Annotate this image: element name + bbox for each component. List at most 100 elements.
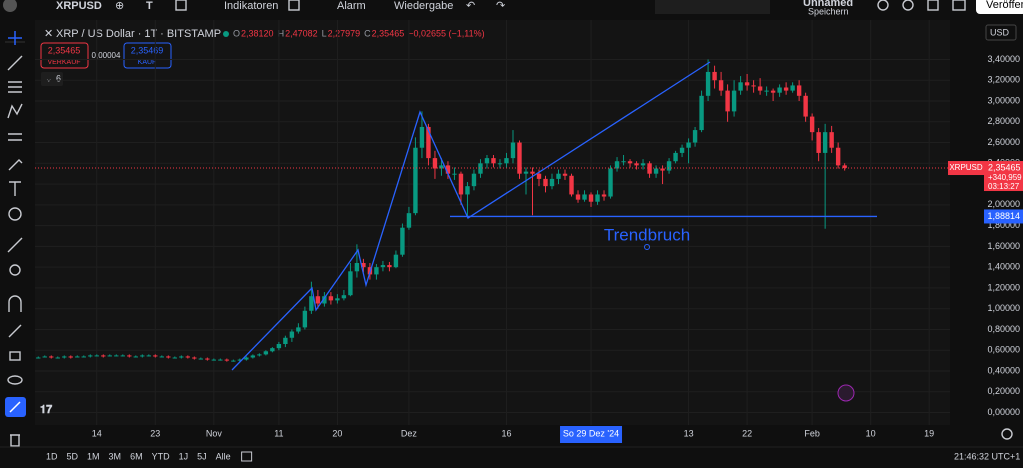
y-tick-label: 0,80000 <box>987 324 1020 334</box>
measure-tool[interactable] <box>7 237 23 253</box>
candle-body <box>510 142 516 159</box>
stay-drawing-tool[interactable] <box>8 324 22 338</box>
candle-body <box>588 194 594 202</box>
date-range-icon[interactable] <box>241 451 253 462</box>
collapse-button[interactable] <box>41 72 63 86</box>
templates-icon[interactable] <box>288 0 300 11</box>
range-button[interactable]: 1M <box>87 451 100 461</box>
candle-body <box>647 163 652 174</box>
layout-name[interactable]: Unnamed <box>803 0 853 9</box>
trash-tool[interactable] <box>10 434 20 447</box>
fib-tool[interactable] <box>8 81 22 93</box>
collapse-arrow[interactable]: ⌄ <box>45 73 53 83</box>
events-icon[interactable] <box>837 384 855 402</box>
candle-body <box>439 165 444 169</box>
brush-tool[interactable] <box>8 159 23 171</box>
indicators-button[interactable]: Indikatoren <box>224 0 278 12</box>
candle-body <box>354 263 360 272</box>
alert-button[interactable]: Alarm <box>337 0 366 12</box>
candle-body <box>712 71 717 81</box>
icons-tool[interactable] <box>8 207 22 221</box>
buy-price[interactable]: 2,35469 <box>131 45 164 55</box>
x-tick-label: 10 <box>866 428 876 438</box>
axis-settings[interactable] <box>1001 428 1013 440</box>
x-tick-label: 22 <box>742 428 752 438</box>
snapshot-icon[interactable] <box>952 0 966 11</box>
candle-body <box>601 194 607 197</box>
trend-line-tool[interactable] <box>7 55 23 71</box>
replay-button[interactable]: Wiedergabe <box>394 0 453 12</box>
text-tool[interactable] <box>9 181 21 196</box>
candle-body <box>393 254 399 268</box>
candle-body <box>75 356 80 358</box>
candle-body <box>744 82 750 86</box>
candle-body <box>608 168 613 197</box>
sell-label[interactable]: VERKAUF <box>47 59 80 66</box>
candle-body <box>575 194 581 200</box>
candle-body <box>705 71 711 96</box>
buy-button[interactable] <box>123 42 172 69</box>
range-button[interactable]: Alle <box>216 451 231 461</box>
lock-tool[interactable] <box>9 351 21 361</box>
candle-body <box>783 87 789 91</box>
collapse-count[interactable]: 6 <box>56 73 61 83</box>
magnet-tool[interactable] <box>8 295 22 312</box>
candle-body <box>517 142 522 174</box>
candle-body <box>198 358 204 360</box>
candle-body <box>68 356 73 358</box>
candle-body <box>120 355 125 357</box>
interval[interactable]: T <box>146 0 153 12</box>
currency-button[interactable] <box>985 24 1017 41</box>
y-tick-label: 0,00000 <box>987 407 1020 417</box>
add-symbol[interactable]: ⊕ <box>115 0 124 12</box>
range-button[interactable]: 6M <box>130 451 143 461</box>
candle-body <box>172 357 178 359</box>
visibility-tool[interactable] <box>7 375 23 385</box>
annotation[interactable]: Trendbruch <box>604 225 690 244</box>
x-tick-label: Feb <box>804 428 820 438</box>
candle-body <box>94 355 99 357</box>
range-button[interactable]: 5D <box>67 451 79 461</box>
horizontal-line-tag <box>984 209 1023 224</box>
publish-button[interactable] <box>976 0 1023 14</box>
sell-price[interactable]: 2,35465 <box>48 45 81 55</box>
range-button[interactable]: 3M <box>109 451 122 461</box>
candle-body <box>822 132 828 153</box>
crosshair-tool[interactable] <box>8 31 22 45</box>
search-icon[interactable] <box>877 0 889 11</box>
pattern-tool[interactable] <box>7 103 23 119</box>
candle-body <box>185 356 191 358</box>
redo[interactable]: ↷ <box>496 0 505 12</box>
candle-body <box>621 161 626 163</box>
chart-type-icon[interactable] <box>175 0 187 11</box>
sell-button[interactable] <box>40 42 89 69</box>
candle-body <box>452 173 457 175</box>
range-button[interactable]: YTD <box>152 451 171 461</box>
range-button[interactable]: 1D <box>46 451 58 461</box>
candles <box>36 59 847 362</box>
candle-body <box>627 161 633 164</box>
range-button[interactable]: 1J <box>179 451 189 461</box>
candle-body <box>81 356 86 358</box>
candle-body <box>309 296 314 311</box>
avatar[interactable] <box>3 0 17 12</box>
candle-body <box>699 95 704 131</box>
buy-label[interactable]: KAUF <box>138 59 157 66</box>
prediction-tool[interactable] <box>8 133 22 141</box>
layout-status: Speichern <box>808 6 849 16</box>
bottom-bar: 1D 5D 1M 3M 6M YTD 1J 5J Alle <box>46 451 253 462</box>
undo[interactable]: ↶ <box>466 0 475 12</box>
market-status <box>223 31 229 37</box>
zoom-tool[interactable] <box>9 264 21 276</box>
publish-label[interactable]: Veröffen <box>986 0 1023 11</box>
fullscreen-icon[interactable] <box>927 0 939 11</box>
range-button[interactable]: 5J <box>197 451 207 461</box>
settings-icon[interactable] <box>902 0 914 11</box>
symbol-search[interactable]: XRPUSD <box>56 0 102 12</box>
candle-body <box>536 173 542 179</box>
trend-drawing[interactable] <box>231 61 711 371</box>
close-legend[interactable]: ✕ <box>44 28 53 40</box>
last-price-label: 2,35465 <box>988 162 1021 172</box>
currency[interactable]: USD <box>990 27 1010 37</box>
y-tick-label: 3,00000 <box>987 95 1020 105</box>
